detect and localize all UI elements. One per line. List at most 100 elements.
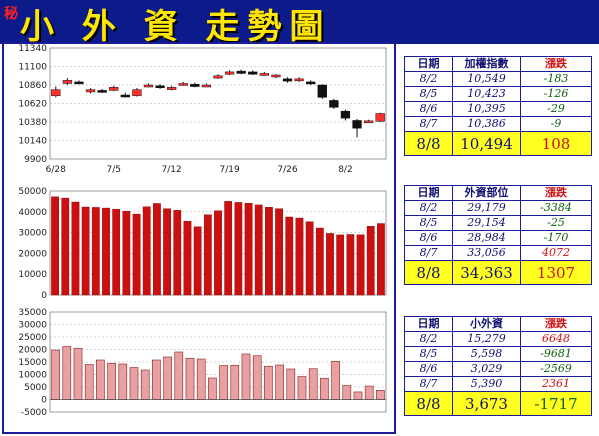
candle-body: [167, 87, 177, 90]
bar: [331, 361, 340, 400]
bar: [173, 210, 182, 296]
bar: [377, 223, 385, 296]
bar: [285, 216, 294, 296]
bar: [152, 359, 161, 400]
bar: [295, 217, 304, 296]
bar: [73, 347, 83, 400]
header-value: 外資部位: [452, 185, 521, 201]
index-table: 日期 加權指數 漲跌 8/2 10,549 -183 8/5 10,423 -126 8/6…: [404, 56, 592, 156]
cell-value: 29,154: [452, 215, 521, 231]
header-date: 日期: [404, 56, 453, 72]
charts-svg: 9900 10140 10380 10620 10860 11100 11340 6/28 7/…: [18, 44, 387, 418]
candle-body: [236, 70, 246, 74]
header-date: 日期: [404, 316, 453, 332]
bar: [364, 385, 374, 400]
bar: [224, 201, 233, 296]
x-tick-label: 8/2: [338, 165, 352, 175]
title-banner: 秘 小 外 資 走勢圖: [0, 0, 599, 44]
candle-body: [294, 78, 304, 82]
highlight-row: 8/8 34,363 1307: [404, 260, 592, 285]
bar: [196, 358, 206, 400]
y-tick-label: 11100: [18, 63, 47, 73]
y-tick-label: 0: [41, 396, 47, 406]
cell-change: -126: [520, 86, 592, 102]
y-tick-label: 50000: [18, 187, 47, 197]
bar: [305, 221, 314, 296]
bar: [286, 368, 296, 400]
x-tick-label: 7/26: [277, 165, 297, 175]
bar: [71, 201, 80, 296]
bar: [81, 206, 90, 296]
cell-value: 10,423: [452, 86, 521, 102]
y-tick-label: 0: [41, 291, 47, 301]
candle-body: [213, 75, 223, 79]
highlight-date: 8/8: [404, 391, 453, 416]
candle-body: [248, 71, 258, 75]
highlight-change: 1307: [520, 260, 592, 285]
highlight-value: 3,673: [452, 391, 521, 416]
bar: [122, 210, 131, 296]
bar: [320, 377, 329, 400]
cell-date: 8/2: [404, 331, 453, 347]
candle-body: [201, 84, 212, 88]
bar: [51, 196, 59, 296]
bar: [214, 210, 222, 296]
bar: [193, 226, 202, 296]
bar: [185, 357, 195, 400]
header-date: 日期: [404, 185, 453, 201]
highlight-date: 8/8: [404, 260, 453, 285]
candle-body: [363, 120, 374, 124]
bar: [163, 208, 171, 296]
y-tick-label: 5000: [24, 383, 47, 393]
cell-date: 8/2: [404, 200, 453, 216]
bar: [219, 365, 228, 400]
bar: [366, 226, 375, 296]
highlight-date: 8/8: [404, 131, 453, 156]
highlight-row: 8/8 3,673 -1717: [404, 391, 592, 416]
candle-body: [271, 74, 281, 78]
cell-date: 8/5: [404, 346, 453, 362]
candle-body: [224, 71, 235, 75]
y-tick-label: 40000: [18, 208, 47, 218]
candle-body: [282, 78, 293, 82]
cell-date: 8/6: [404, 361, 453, 377]
y-tick-label: 20000: [18, 346, 47, 356]
y-tick-label: 10620: [18, 100, 47, 110]
table-row: 8/5 5,598 -9681: [404, 346, 592, 362]
bar: [174, 351, 184, 400]
bar: [308, 368, 318, 400]
small-foreign-table: 日期 小外資 漲跌 8/2 15,279 6648 8/5 5,598 -9681 8/6 3…: [404, 316, 592, 416]
header-value: 加權指數: [452, 56, 521, 72]
header-value: 小外資: [452, 316, 521, 332]
highlight-change: 108: [520, 131, 592, 156]
cell-change: -170: [520, 230, 592, 246]
candle-body: [132, 89, 142, 97]
table-row: 8/7 5,390 2361: [404, 376, 592, 392]
cell-change: 6648: [520, 331, 592, 347]
bar: [84, 364, 94, 400]
y-tick-label: 25000: [18, 333, 47, 343]
bar: [163, 356, 172, 400]
table-row: 8/2 15,279 6648: [404, 331, 592, 347]
header-change: 漲跌: [520, 185, 592, 201]
header-change: 漲跌: [520, 316, 592, 332]
bar: [102, 207, 110, 296]
y-tick-label: 11340: [18, 44, 47, 54]
table-row: 8/7 10,386 -9: [404, 116, 592, 132]
cell-date: 8/7: [404, 116, 453, 132]
header-change: 漲跌: [520, 56, 592, 72]
cell-value: 5,598: [452, 346, 521, 362]
candle-body: [74, 81, 84, 85]
bar: [91, 207, 100, 296]
y-tick-label: 20000: [18, 249, 47, 259]
highlight-change: -1717: [520, 391, 592, 416]
candle-body: [259, 73, 269, 76]
foreign-table: 日期 外資部位 漲跌 8/2 29,179 -3384 8/5 29,154 -25 8/6…: [404, 185, 592, 285]
y-tick-label: 10380: [18, 118, 47, 128]
y-tick-label: 10860: [18, 81, 47, 91]
cell-change: -2569: [520, 361, 592, 377]
candle-body: [62, 80, 73, 84]
cell-date: 8/6: [404, 101, 453, 117]
bar: [265, 207, 273, 296]
cell-value: 15,279: [452, 331, 521, 347]
